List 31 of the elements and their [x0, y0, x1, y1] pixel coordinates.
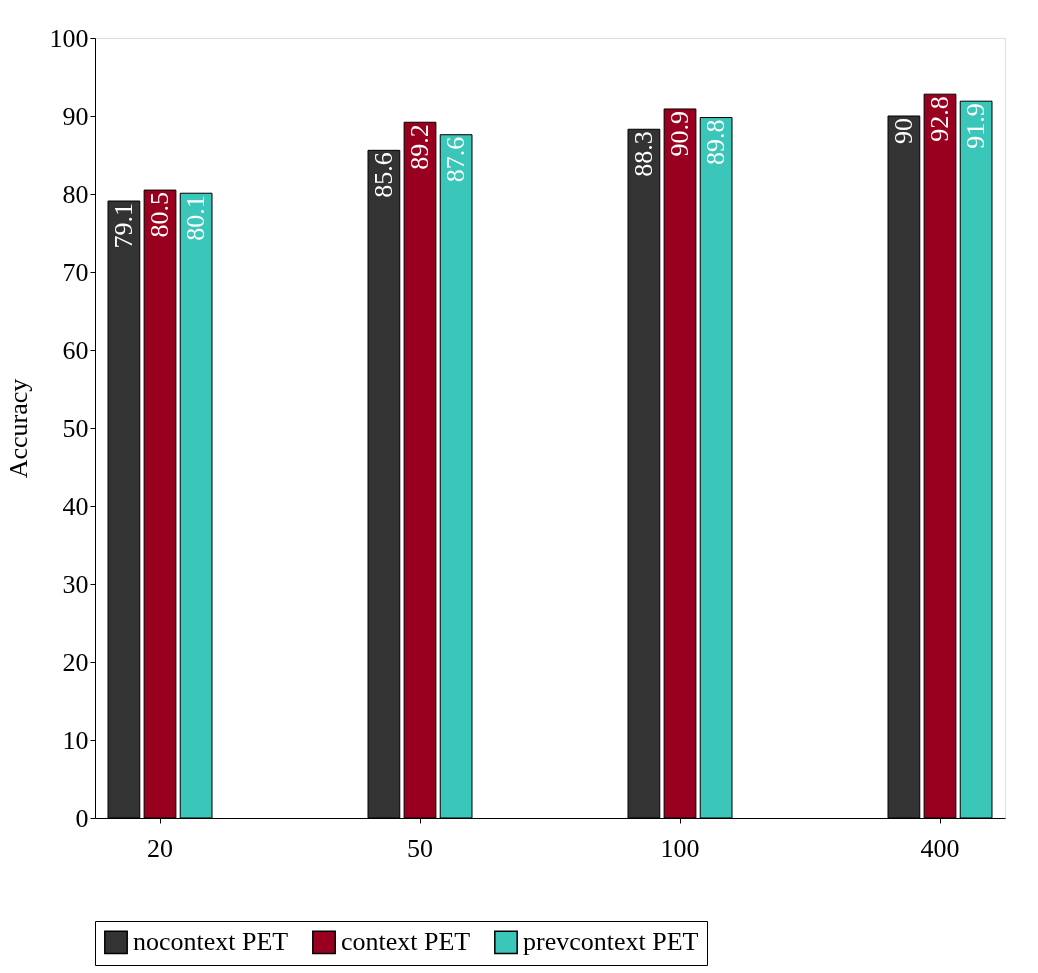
data-label: 79.1: [108, 203, 138, 249]
y-tick-label: 10: [62, 725, 89, 755]
data-label: 90: [888, 118, 918, 144]
data-label: 80.5: [145, 192, 174, 238]
y-tick-label: 70: [62, 257, 89, 287]
y-axis-title: Accuracy: [3, 378, 33, 479]
data-label: 89.8: [701, 119, 731, 166]
y-tick-label: 0: [75, 803, 89, 833]
data-label: 87.6: [441, 136, 471, 183]
y-tick-label: 30: [62, 569, 89, 599]
y-tick-label: 20: [62, 647, 89, 677]
x-tick-label: 400: [920, 833, 960, 863]
y-tick-label: 100: [49, 23, 89, 53]
data-label: 80.1: [181, 195, 211, 241]
x-tick-label: 50: [407, 833, 433, 863]
y-tick-label: 80: [62, 179, 89, 209]
data-label: 89.2: [405, 124, 434, 170]
x-tick-label: 20: [147, 833, 173, 863]
y-tick-label: 40: [62, 491, 89, 521]
data-label: 90.9: [665, 110, 694, 157]
data-label: 88.3: [628, 131, 658, 177]
data-label: 85.6: [368, 152, 398, 198]
data-label: 92.8: [925, 96, 954, 142]
legend-label: nocontext PET: [133, 927, 289, 957]
y-tick-label: 50: [62, 413, 89, 443]
data-label: 91.9: [961, 103, 991, 149]
y-tick-label: 90: [62, 101, 89, 131]
legend-label: prevcontext PET: [523, 927, 699, 957]
x-tick-label: 100: [660, 833, 700, 863]
y-tick-label: 60: [62, 335, 89, 365]
legend-label: context PET: [341, 927, 471, 957]
